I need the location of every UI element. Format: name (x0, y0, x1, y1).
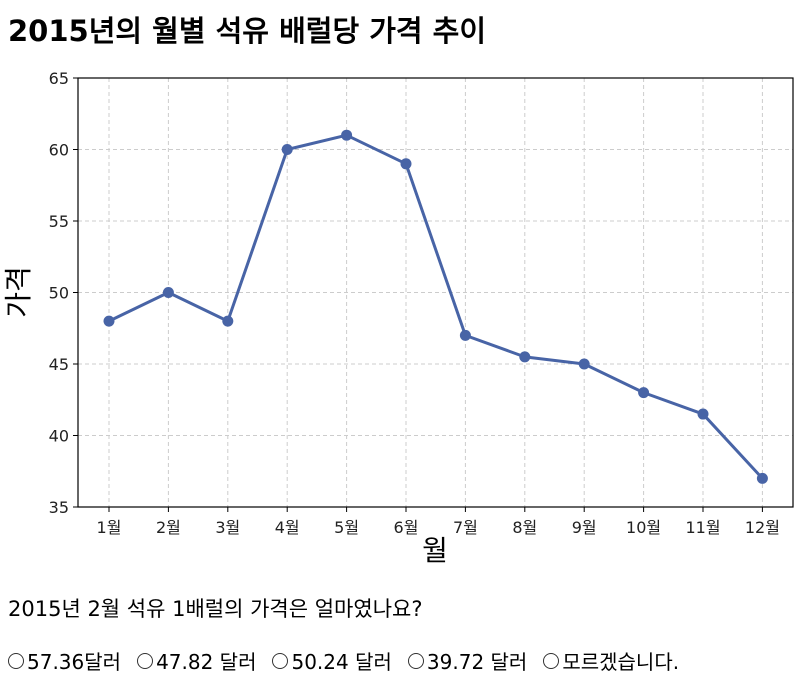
data-point (222, 315, 234, 327)
x-axis-ticks: 1월 2월 3월 4월 5월 6월 7월 8월 9월 10월 11월 12월 (97, 507, 780, 537)
answer-option[interactable]: 39.72 달러 (407, 646, 528, 675)
x-tick-label: 2월 (156, 518, 181, 537)
x-tick-label: 7월 (453, 518, 478, 537)
x-axis-label: 월 (422, 534, 448, 567)
y-tick-label: 35 (49, 498, 69, 517)
y-axis-ticks: 35 40 45 50 55 60 65 (49, 69, 78, 517)
x-tick-label: 8월 (512, 518, 537, 537)
grid (78, 77, 793, 508)
answer-options: 57.36달러 47.82 달러 50.24 달러 39.72 달러 모르겠습니… (8, 646, 679, 675)
answer-option[interactable]: 57.36달러 (8, 646, 121, 675)
x-tick-label: 9월 (572, 518, 597, 537)
y-tick-label: 55 (49, 212, 69, 231)
x-tick-label: 1월 (97, 518, 122, 537)
y-axis-label: 가격 (2, 266, 35, 318)
x-tick-label: 5월 (334, 518, 359, 537)
y-tick-label: 50 (49, 284, 69, 303)
data-points (103, 129, 768, 484)
answer-option-label: 모르겠습니다. (562, 650, 680, 674)
answer-option-label: 57.36달러 (27, 650, 122, 674)
page-title: 2015년의 월별 석유 배럴당 가격 추이 (8, 14, 487, 48)
series-line (108, 133, 764, 480)
answer-option-label: 47.82 달러 (156, 650, 257, 674)
question-text: 2015년 2월 석유 1배럴의 가격은 얼마였나요? (8, 597, 423, 621)
radio-icon[interactable] (8, 652, 24, 669)
data-point (459, 329, 471, 341)
x-tick-label: 10월 (626, 518, 661, 537)
answer-option-label: 39.72 달러 (426, 650, 528, 674)
x-tick-label: 11월 (685, 518, 720, 537)
data-point (341, 129, 353, 141)
data-point (400, 158, 412, 170)
y-tick-label: 40 (49, 427, 69, 446)
data-point (519, 351, 531, 363)
x-tick-label: 12월 (745, 518, 780, 537)
answer-option-label: 50.24 달러 (291, 650, 392, 674)
radio-icon[interactable] (137, 652, 154, 669)
radio-icon[interactable] (272, 652, 289, 669)
data-point (103, 315, 115, 327)
radio-icon[interactable] (407, 652, 424, 669)
answer-option[interactable]: 모르겠습니다. (543, 646, 679, 675)
y-tick-label: 45 (49, 355, 69, 374)
x-tick-label: 6월 (394, 518, 419, 537)
x-tick-label: 4월 (275, 518, 300, 537)
answer-option[interactable]: 47.82 달러 (137, 646, 256, 675)
data-point (697, 408, 709, 420)
data-point (756, 472, 768, 484)
data-point (281, 144, 293, 155)
data-point (162, 287, 174, 298)
radio-icon[interactable] (543, 652, 560, 669)
x-tick-label: 3월 (215, 518, 240, 537)
data-point (578, 358, 590, 370)
answer-option[interactable]: 50.24 달러 (272, 646, 392, 675)
data-point (638, 387, 650, 399)
y-tick-label: 65 (49, 69, 69, 88)
y-tick-label: 60 (49, 141, 69, 160)
